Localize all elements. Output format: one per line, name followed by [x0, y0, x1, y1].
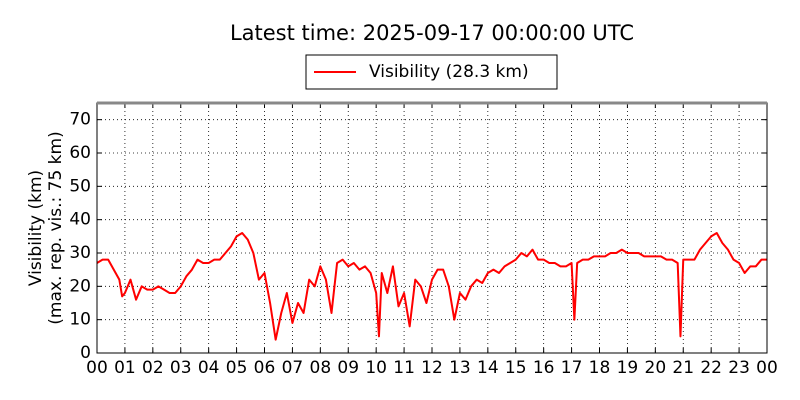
x-tick-label: 23: [728, 358, 750, 378]
y-tick-label: 40: [69, 210, 91, 230]
data-line: [96, 232, 767, 341]
y-axis-label: Visibility (km): [26, 170, 46, 286]
x-tick-label: 10: [365, 358, 387, 378]
y-tick-label: 20: [69, 276, 91, 296]
x-tick-label: 02: [142, 358, 164, 378]
x-tick-label: 00: [756, 358, 778, 378]
x-tick-label: 16: [533, 358, 555, 378]
x-tick-label: 21: [672, 358, 694, 378]
x-tick-label: 20: [645, 358, 667, 378]
x-tick-label: 09: [337, 358, 359, 378]
y-tick-label: 0: [80, 343, 91, 363]
x-tick-label: 04: [198, 358, 220, 378]
x-tick-label: 07: [282, 358, 304, 378]
x-tick-label: 11: [393, 358, 415, 378]
x-tick-label: 08: [310, 358, 332, 378]
x-tick-label: 18: [589, 358, 611, 378]
x-tick-label: 14: [477, 358, 499, 378]
y-tick-label: 60: [69, 143, 91, 163]
y-tick-label: 10: [69, 310, 91, 330]
y-axis-label: (max. rep. vis.: 75 km): [46, 131, 66, 324]
x-tick-label: 00: [86, 358, 108, 378]
x-tick-label: 05: [226, 358, 248, 378]
x-tick-label: 06: [254, 358, 276, 378]
x-tick-label: 17: [561, 358, 583, 378]
x-tick-label: 22: [700, 358, 722, 378]
x-tick-label: 19: [617, 358, 639, 378]
x-tick-label: 13: [449, 358, 471, 378]
x-tick-label: 15: [505, 358, 527, 378]
x-tick-label: 03: [170, 358, 192, 378]
y-tick-label: 30: [69, 243, 91, 263]
y-tick-label: 50: [69, 176, 91, 196]
y-tick-label: 70: [69, 110, 91, 130]
x-tick-label: 01: [114, 358, 136, 378]
legend-label: Visibility (28.3 km): [369, 62, 529, 82]
chart-title: Latest time: 2025-09-17 00:00:00 UTC: [230, 21, 634, 45]
x-tick-label: 12: [421, 358, 443, 378]
